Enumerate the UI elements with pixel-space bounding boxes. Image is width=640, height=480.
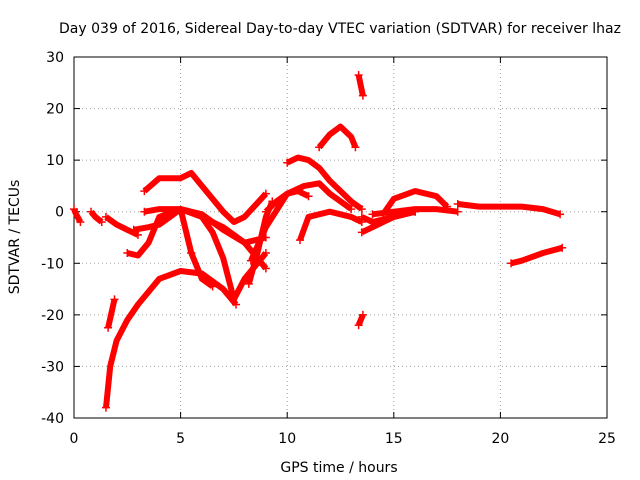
series-markers-s10 xyxy=(187,248,217,291)
series-markers-s18 xyxy=(354,71,367,100)
series-line-s25 xyxy=(510,244,563,267)
series-line-s7 xyxy=(133,206,195,254)
y-tick-label: -10 xyxy=(41,256,64,272)
x-tick-label: 10 xyxy=(278,431,296,447)
series-markers-s1 xyxy=(70,205,85,227)
series-markers-s4 xyxy=(101,300,241,412)
y-tick-label: -30 xyxy=(41,359,64,375)
y-tick-label: 10 xyxy=(46,153,64,169)
series-line-s10 xyxy=(188,251,215,289)
series-markers-s19 xyxy=(354,310,367,330)
data-series xyxy=(70,71,567,412)
series-line-s11 xyxy=(199,215,269,303)
series-line-s15 xyxy=(285,154,364,212)
series-line-s14 xyxy=(263,188,310,214)
series-markers-s2 xyxy=(87,207,106,227)
y-axis-label: SDTVAR / TECUs xyxy=(7,180,23,295)
series-line-s23 xyxy=(372,206,459,218)
series-line-s16 xyxy=(297,208,364,242)
series-markers-s3 xyxy=(101,212,142,239)
series-markers-s17 xyxy=(315,143,360,152)
x-tick-label: 15 xyxy=(385,431,403,447)
series-line-s13 xyxy=(248,180,353,262)
chart-title: Day 039 of 2016, Sidereal Day-to-day VTE… xyxy=(59,21,621,37)
series-markers-s8 xyxy=(140,187,270,198)
y-tick-label: 0 xyxy=(55,205,64,221)
x-axis-label: GPS time / hours xyxy=(280,460,397,476)
series-markers-s14 xyxy=(261,192,313,216)
y-tick-label: -40 xyxy=(41,411,64,427)
series-markers-s15 xyxy=(283,158,366,214)
series-line-s21 xyxy=(360,208,416,236)
series-markers-s6 xyxy=(123,248,270,273)
series-line-s8 xyxy=(142,170,269,225)
x-tick-label: 20 xyxy=(491,431,509,447)
series-line-s5 xyxy=(105,298,118,329)
y-tick-label: 30 xyxy=(46,50,64,66)
series-line-s17 xyxy=(316,123,359,150)
series-line-s2 xyxy=(88,209,104,225)
series-line-s1 xyxy=(71,207,84,224)
axis-ticks: 0 5 10 15 20 25 -40 -30 -20 -10 0 10 20 30 xyxy=(41,50,616,447)
series-markers-s24 xyxy=(453,199,565,219)
series-line-s3 xyxy=(104,214,140,238)
series-line-s22 xyxy=(380,188,450,217)
x-tick-label: 5 xyxy=(176,431,185,447)
y-tick-label: 20 xyxy=(46,102,64,118)
series-markers-s11 xyxy=(197,212,270,257)
x-tick-label: 0 xyxy=(70,431,79,447)
series-markers-s5 xyxy=(104,295,119,332)
series-markers-s25 xyxy=(507,243,567,268)
plot-frame xyxy=(73,56,608,419)
series-line-s24 xyxy=(457,201,561,218)
series-markers-s23 xyxy=(368,207,462,219)
series-line-s4 xyxy=(103,268,239,409)
series-markers-s13 xyxy=(246,205,356,265)
y-tick-label: -20 xyxy=(41,308,64,324)
x-tick-label: 25 xyxy=(598,431,616,447)
